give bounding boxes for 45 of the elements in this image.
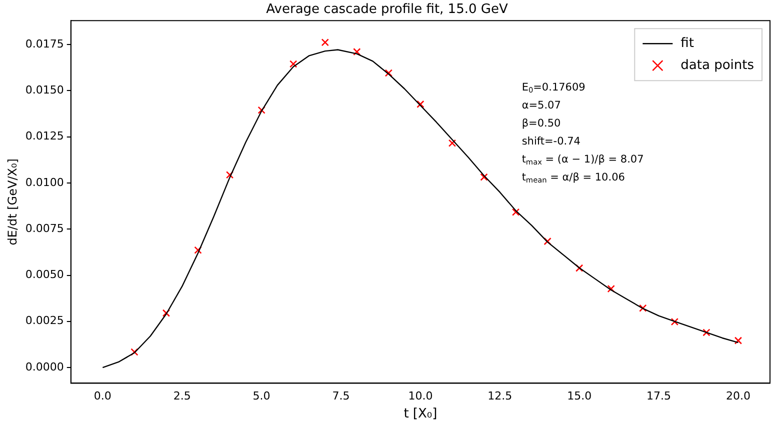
point xyxy=(702,328,710,336)
point xyxy=(544,237,552,246)
chart-title: Average cascade profile fit, 15.0 GeV xyxy=(266,2,508,18)
x-tick-label: 12.5 xyxy=(488,390,512,403)
point xyxy=(226,171,234,179)
x-tick-label: 10.0 xyxy=(408,390,433,403)
point xyxy=(353,48,361,56)
y-tick-label: 0.0125 xyxy=(25,130,64,143)
y-tick-label: 0.0100 xyxy=(25,176,64,189)
point xyxy=(639,304,647,312)
annotation: shift=-0.74 xyxy=(522,135,581,148)
point xyxy=(290,60,298,68)
x-tick-label: 0.0 xyxy=(94,390,112,403)
point xyxy=(130,348,138,356)
point xyxy=(576,264,584,272)
x-tick-label: 2.5 xyxy=(173,390,191,403)
point xyxy=(321,38,329,46)
point xyxy=(670,318,678,326)
point xyxy=(480,173,488,181)
y-tick-label: 0.0050 xyxy=(25,268,64,282)
annotation: β=0.50 xyxy=(522,117,561,130)
x-tick-label: 15.0 xyxy=(567,390,592,403)
x-tick-label: 20.0 xyxy=(726,390,750,403)
point xyxy=(607,284,615,293)
point xyxy=(448,139,456,147)
point xyxy=(512,208,520,216)
point xyxy=(734,336,742,344)
y-tick-label: 0.0025 xyxy=(25,314,64,328)
point xyxy=(384,69,392,77)
y-tick-label: 0.0000 xyxy=(25,360,64,374)
x-tick-label: 17.5 xyxy=(646,390,672,403)
y-axis-title: dE/dt [GeV/X₀] xyxy=(5,158,20,246)
y-tick-label: 0.0075 xyxy=(25,222,64,235)
x-axis-title: t [X₀] xyxy=(404,406,438,422)
point xyxy=(258,106,266,114)
y-tick-label: 0.0175 xyxy=(25,37,64,50)
point xyxy=(194,246,202,254)
point xyxy=(162,309,170,317)
legend-label: data points xyxy=(680,58,754,73)
x-tick-label: 7.5 xyxy=(332,390,350,403)
y-tick-label: 0.0150 xyxy=(25,84,64,97)
point xyxy=(416,100,424,108)
legend-label: fit xyxy=(680,36,694,51)
x-tick-label: 5.0 xyxy=(252,390,270,403)
annotation: α=5.07 xyxy=(522,99,561,112)
